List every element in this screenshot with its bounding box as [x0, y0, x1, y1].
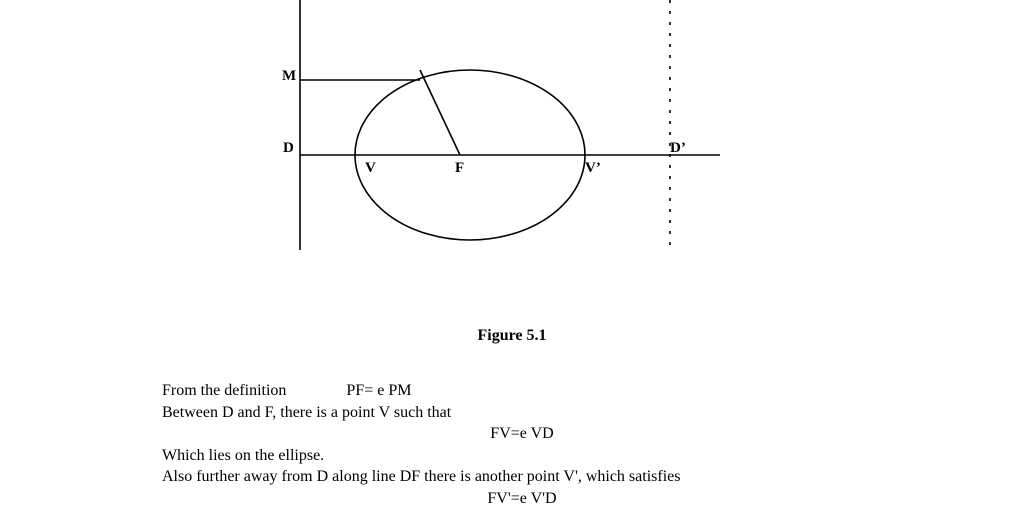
focal-radius: [420, 70, 460, 155]
label-d-prime: D’: [670, 140, 686, 157]
ellipse-diagram-svg: [280, 0, 780, 250]
label-m: M: [282, 68, 296, 85]
equation-2: FV'=e V'D: [162, 488, 882, 510]
body-line-1: From the definition PF= e PM: [162, 380, 882, 402]
body-line-3: Which lies on the ellipse.: [162, 445, 882, 467]
figure-diagram: [280, 0, 780, 250]
label-v: V: [365, 160, 376, 177]
equation-1: FV=e VD: [162, 423, 882, 445]
figure-caption: Figure 5.1: [0, 327, 1024, 345]
body-line-4: Also further away from D along line DF t…: [162, 466, 882, 488]
label-f: F: [455, 160, 464, 177]
label-v-prime: V’: [585, 160, 601, 177]
body-line-2: Between D and F, there is a point V such…: [162, 402, 882, 424]
body-text: From the definition PF= e PM Between D a…: [162, 380, 882, 510]
label-d: D: [283, 140, 294, 157]
